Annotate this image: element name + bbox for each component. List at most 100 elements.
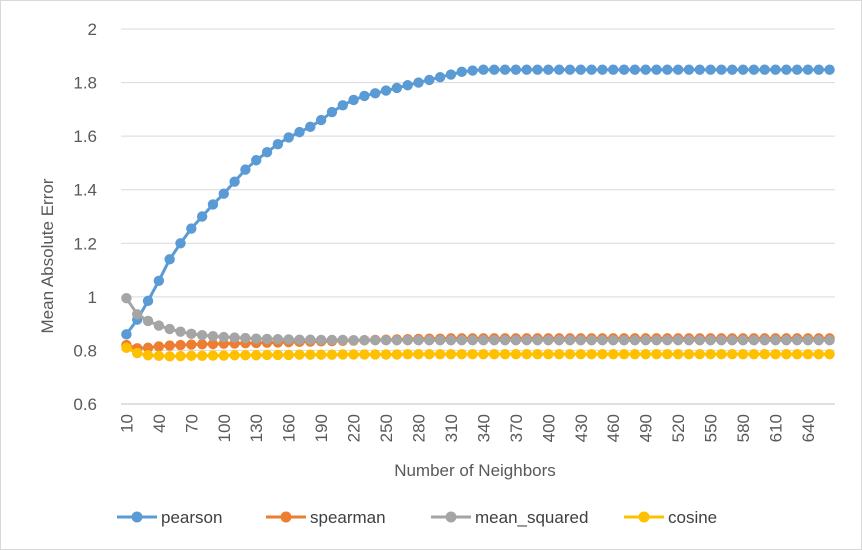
x-tick-label: 550 xyxy=(702,414,721,442)
data-point xyxy=(478,64,489,75)
data-point xyxy=(207,338,219,350)
data-point xyxy=(759,348,770,360)
data-point xyxy=(716,348,727,360)
data-point xyxy=(121,342,132,353)
data-point xyxy=(532,64,543,75)
data-point xyxy=(618,348,630,360)
legend-item-pearson: pearson xyxy=(117,508,222,527)
data-point xyxy=(716,335,727,346)
data-point xyxy=(434,335,446,346)
data-point xyxy=(640,64,651,75)
data-point xyxy=(748,64,760,75)
data-point xyxy=(467,65,478,76)
y-tick-label: 0.6 xyxy=(73,395,97,414)
data-point xyxy=(251,333,262,344)
data-point xyxy=(370,88,381,99)
legend-marker xyxy=(131,511,143,523)
data-point xyxy=(391,335,403,346)
data-point xyxy=(337,100,348,111)
data-point xyxy=(445,335,457,346)
data-point xyxy=(705,64,716,75)
legend-item-cosine: cosine xyxy=(624,508,717,527)
data-point xyxy=(175,238,186,249)
data-point xyxy=(802,335,814,346)
data-point xyxy=(553,348,565,360)
data-point xyxy=(153,275,165,286)
data-point xyxy=(694,335,705,346)
data-point xyxy=(142,295,154,307)
data-point xyxy=(467,335,478,346)
data-point xyxy=(478,348,489,360)
data-point xyxy=(543,64,554,75)
y-tick-label: 1.4 xyxy=(73,181,97,200)
data-point xyxy=(564,335,576,346)
data-point xyxy=(770,348,781,360)
data-point xyxy=(510,64,522,75)
data-point xyxy=(791,348,803,360)
data-point xyxy=(781,64,792,75)
legend-item-mean_squared: mean_squared xyxy=(431,508,588,527)
data-point xyxy=(705,335,716,346)
data-point xyxy=(153,320,165,331)
data-point xyxy=(521,335,532,346)
data-point xyxy=(608,64,619,75)
data-point xyxy=(315,349,327,360)
data-point xyxy=(240,164,251,175)
data-point xyxy=(305,334,316,345)
data-point xyxy=(770,64,781,75)
data-point xyxy=(164,340,175,351)
data-point xyxy=(240,332,251,344)
data-point xyxy=(737,335,749,346)
data-point xyxy=(521,64,532,75)
data-point xyxy=(608,348,619,360)
gridlines xyxy=(121,28,835,405)
x-tick-label: 430 xyxy=(572,414,591,442)
data-point xyxy=(748,335,760,346)
data-point xyxy=(283,132,294,143)
y-tick-label: 1.8 xyxy=(73,74,97,93)
y-axis-title: Mean Absolute Error xyxy=(38,178,57,333)
data-point xyxy=(651,335,662,346)
data-point xyxy=(359,335,370,346)
data-point xyxy=(424,348,435,360)
data-point xyxy=(186,328,197,340)
data-point xyxy=(132,347,143,359)
data-point xyxy=(272,349,284,361)
data-point xyxy=(824,348,835,360)
data-point xyxy=(402,80,413,91)
data-point xyxy=(283,349,294,361)
data-point xyxy=(261,333,273,345)
data-point xyxy=(391,349,403,360)
data-point xyxy=(705,348,716,360)
data-point xyxy=(229,176,240,187)
data-point xyxy=(413,348,424,360)
series-group xyxy=(121,64,835,362)
data-point xyxy=(164,351,175,362)
data-point xyxy=(391,82,403,94)
legend-marker xyxy=(280,511,292,523)
x-tick-label: 70 xyxy=(182,414,201,433)
data-point xyxy=(802,64,814,75)
data-point xyxy=(294,349,305,360)
data-point xyxy=(813,348,824,360)
data-point xyxy=(359,90,370,102)
data-point xyxy=(672,64,684,75)
data-point xyxy=(727,348,738,360)
data-point xyxy=(618,64,630,75)
data-point xyxy=(348,94,359,106)
data-point xyxy=(510,348,522,360)
data-point xyxy=(640,348,651,360)
data-point xyxy=(196,211,208,222)
data-point xyxy=(489,335,500,346)
data-point xyxy=(532,335,543,346)
data-point xyxy=(802,348,814,360)
data-point xyxy=(586,348,597,360)
data-point xyxy=(164,323,175,335)
x-tick-label: 310 xyxy=(442,414,461,442)
data-point xyxy=(586,64,597,75)
data-point xyxy=(456,348,467,360)
data-point xyxy=(629,348,641,360)
data-point xyxy=(662,335,673,346)
